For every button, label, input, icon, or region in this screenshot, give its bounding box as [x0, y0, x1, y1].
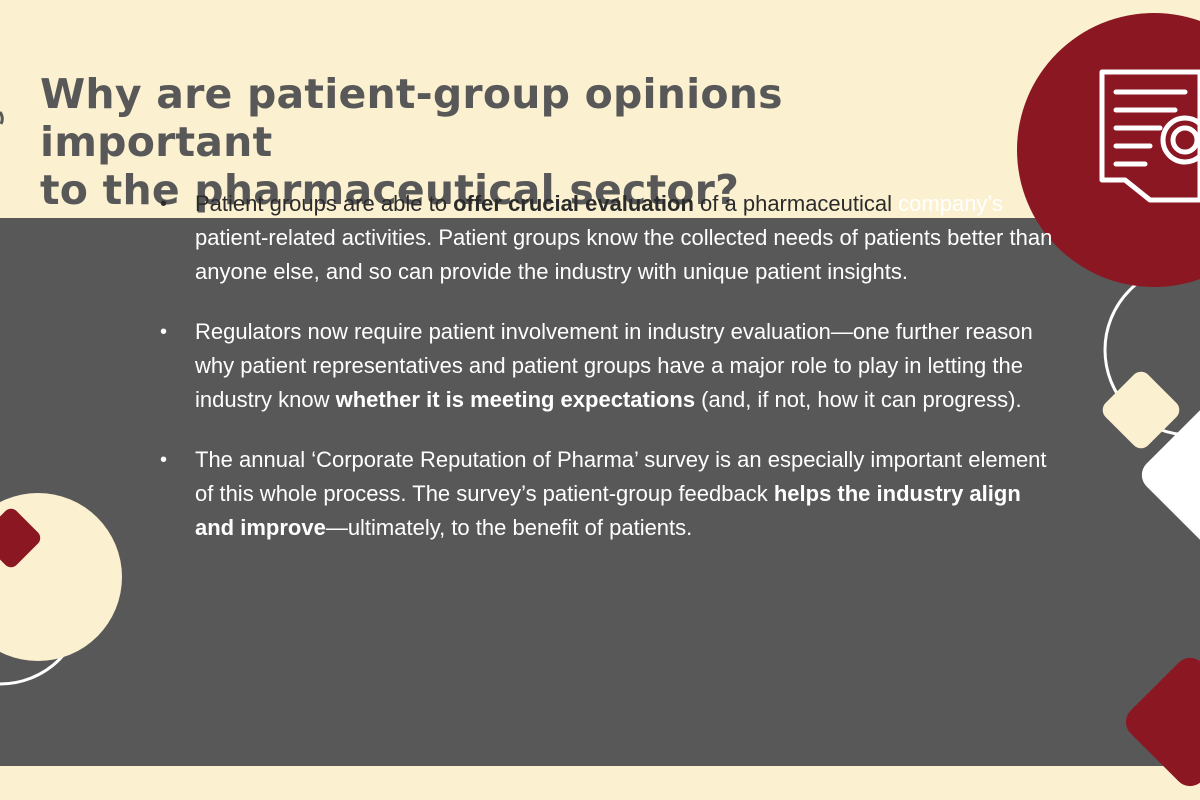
left-decor	[0, 111, 122, 686]
right-maroon-diamond	[1125, 657, 1200, 787]
right-white-diamond	[1141, 403, 1200, 547]
bullet-1-lead-before: Patient groups are able to	[195, 191, 454, 216]
bullet-item-1: • Patient groups are able to offer cruci…	[160, 187, 1060, 289]
page-title: Why are patient-group opinions important…	[40, 70, 1000, 214]
bullet-text-2: Regulators now require patient involveme…	[195, 315, 1060, 417]
bullet-3-after: —ultimately, to the benefit of patients.	[325, 515, 693, 540]
bullet-1-lead-after: of a pharmaceutical	[693, 191, 893, 216]
bullet-1-lead: Patient groups are able to offer crucial…	[195, 191, 892, 216]
left-maroon-diamond	[0, 508, 41, 568]
bullet-marker: •	[160, 449, 168, 471]
bullet-2-before: Regulators now require patient involveme…	[195, 319, 1033, 412]
left-edge-arc	[0, 111, 4, 125]
title-line-2: to the pharmaceutical sector?	[40, 166, 740, 214]
bullet-list: • Patient groups are able to offer cruci…	[160, 187, 1060, 571]
document-icon	[1099, 69, 1200, 203]
title-line-1: Why are patient-group opinions important	[40, 70, 783, 166]
right-cream-diamond	[1102, 371, 1180, 449]
bullet-text-3: The annual ‘Corporate Reputation of Phar…	[195, 443, 1060, 545]
bullet-3-before: The annual ‘Corporate Reputation of Phar…	[195, 447, 1047, 506]
bullet-text-1: Patient groups are able to offer crucial…	[195, 187, 1060, 289]
bullet-1-bold: offer crucial evaluation	[453, 191, 694, 216]
bullet-item-3: • The annual ‘Corporate Reputation of Ph…	[160, 443, 1060, 545]
bullet-marker: •	[160, 193, 168, 215]
right-maroon-circle	[1017, 13, 1200, 287]
bullet-marker: •	[160, 321, 168, 343]
gray-background-band	[0, 218, 1200, 766]
bullet-item-2: • Regulators now require patient involve…	[160, 315, 1060, 417]
bullet-2-after: (and, if not, how it can progress).	[695, 387, 1022, 412]
right-decor	[1017, 13, 1200, 787]
bullet-1-rest: company’s patient-related activities. Pa…	[195, 191, 1053, 284]
bullet-2-bold: whether it is meeting expectations	[335, 387, 696, 412]
bullet-3-bold: helps the industry align and improve	[195, 481, 1021, 540]
